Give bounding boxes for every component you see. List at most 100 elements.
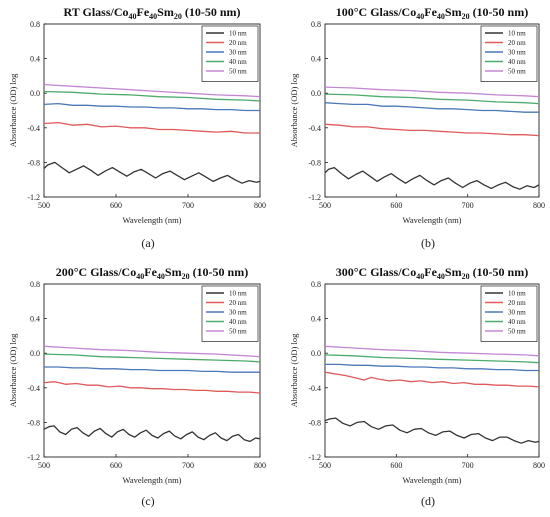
y-tick-label: 0.0 — [30, 349, 40, 358]
legend-entry: 50 nm — [229, 328, 247, 336]
legend-entry: 50 nm — [508, 328, 526, 336]
y-tick-label: -0.4 — [308, 124, 321, 133]
legend-entry: 10 nm — [229, 30, 247, 38]
x-tick-label: 800 — [254, 461, 266, 470]
x-tick-label: 600 — [390, 201, 402, 210]
panel-label: (a) — [141, 236, 154, 250]
x-tick-label: 700 — [182, 461, 194, 470]
legend-entry: 20 nm — [229, 299, 247, 307]
chart-title: RT Glass/Co40Fe40Sm20 (10-50 nm) — [63, 5, 240, 21]
y-tick-label: 0.4 — [30, 55, 40, 64]
x-tick-label: 700 — [182, 201, 194, 210]
x-tick-label: 700 — [462, 461, 474, 470]
y-tick-label: -0.4 — [308, 384, 321, 393]
y-axis-label: Absorbance (OD) log — [8, 333, 18, 407]
x-tick-label: 500 — [319, 201, 331, 210]
legend-entry: 10 nm — [508, 30, 526, 38]
plot-frame — [324, 23, 540, 198]
y-tick-label: -0.8 — [27, 158, 40, 167]
y-tick-label: 0.8 — [30, 20, 40, 29]
y-tick-label: 0.4 — [30, 315, 40, 324]
legend-entry: 40 nm — [229, 318, 247, 326]
series-line-40-nm — [43, 353, 261, 363]
legend-box — [480, 25, 538, 82]
panel-label: (c) — [141, 494, 154, 508]
x-tick-label: 800 — [254, 201, 266, 210]
legend-entry: 40 nm — [229, 58, 247, 66]
legend-entry: 50 nm — [229, 68, 247, 76]
x-axis-label: Wavelength (nm) — [122, 475, 181, 485]
plot-frame — [43, 283, 261, 458]
y-axis-label: Absorbance (OD) log — [289, 333, 299, 407]
x-tick-label: 500 — [38, 201, 50, 210]
legend-box — [480, 285, 538, 342]
legend-entry: 50 nm — [508, 68, 526, 76]
series-line-20-nm — [324, 123, 540, 137]
y-tick-label: 0.0 — [311, 89, 321, 98]
series-line-10-nm — [43, 161, 261, 184]
series-line-30-nm — [43, 102, 260, 112]
x-axis-label: Wavelength (nm) — [402, 215, 461, 225]
panel-label: (b) — [421, 236, 435, 250]
legend-entry: 30 nm — [508, 309, 526, 317]
legend-entry: 30 nm — [229, 309, 247, 317]
y-axis-label: Absorbance (OD) log — [8, 73, 18, 147]
y-tick-label: 0.8 — [30, 280, 40, 289]
x-axis-label: Wavelength (nm) — [122, 215, 181, 225]
series-line-50-nm — [43, 345, 261, 358]
legend-entry: 40 nm — [508, 58, 526, 66]
x-tick-label: 600 — [390, 461, 402, 470]
x-axis-label: Wavelength (nm) — [402, 475, 461, 485]
series-line-10-nm — [324, 417, 540, 444]
x-tick-label: 500 — [319, 461, 331, 470]
x-tick-label: 700 — [462, 201, 474, 210]
y-tick-label: 0.4 — [311, 315, 321, 324]
x-tick-label: 500 — [38, 461, 50, 470]
series-line-10-nm — [324, 166, 540, 190]
y-tick-label: -0.4 — [27, 124, 40, 133]
legend-entry: 30 nm — [508, 49, 526, 57]
legend-entry: 20 nm — [508, 299, 526, 307]
y-tick-label: -0.8 — [27, 418, 40, 427]
series-line-30-nm — [44, 366, 260, 373]
chart-panel-b: 100°C Glass/Co40Fe40Sm20 (10-50 nm) -1.2 -… — [289, 5, 545, 250]
series-line-10-nm — [43, 425, 261, 443]
series-line-50-nm — [324, 345, 540, 357]
series-line-30-nm — [324, 102, 539, 113]
y-tick-label: -0.4 — [27, 384, 40, 393]
legend-entry: 20 nm — [229, 39, 247, 47]
series-line-20-nm — [43, 381, 261, 394]
series-line-20-nm — [324, 371, 540, 388]
y-tick-label: -0.8 — [308, 418, 321, 427]
y-tick-label: -1.2 — [308, 453, 321, 462]
series-line-40-nm — [43, 90, 261, 102]
y-tick-label: -1.2 — [27, 453, 40, 462]
legend-entry: 10 nm — [508, 290, 526, 298]
y-tick-label: -0.8 — [308, 158, 321, 167]
x-tick-label: 800 — [533, 201, 545, 210]
y-tick-label: 0.4 — [311, 55, 321, 64]
x-tick-label: 800 — [533, 461, 545, 470]
legend-box — [201, 285, 259, 342]
y-tick-label: -1.2 — [27, 193, 40, 202]
y-tick-label: 0.8 — [311, 280, 321, 289]
y-axis-label: Absorbance (OD) log — [289, 73, 299, 147]
series-line-30-nm — [325, 363, 539, 372]
chart-title: 300°C Glass/Co40Fe40Sm20 (10-50 nm) — [336, 265, 528, 281]
series-line-50-nm — [324, 86, 540, 98]
chart-title: 100°C Glass/Co40Fe40Sm20 (10-50 nm) — [336, 5, 528, 21]
y-tick-label: 0.0 — [311, 349, 321, 358]
legend-entry: 40 nm — [508, 318, 526, 326]
chart-panel-a: RT Glass/Co40Fe40Sm20 (10-50 nm) -1.2 -0.8… — [8, 5, 266, 250]
series-line-50-nm — [43, 83, 261, 98]
legend-entry: 20 nm — [508, 39, 526, 47]
x-tick-label: 600 — [110, 461, 122, 470]
x-tick-label: 600 — [110, 201, 122, 210]
chart-title: 200°C Glass/Co40Fe40Sm20 (10-50 nm) — [56, 265, 248, 281]
legend-entry: 30 nm — [229, 49, 247, 57]
series-line-40-nm — [324, 354, 540, 364]
